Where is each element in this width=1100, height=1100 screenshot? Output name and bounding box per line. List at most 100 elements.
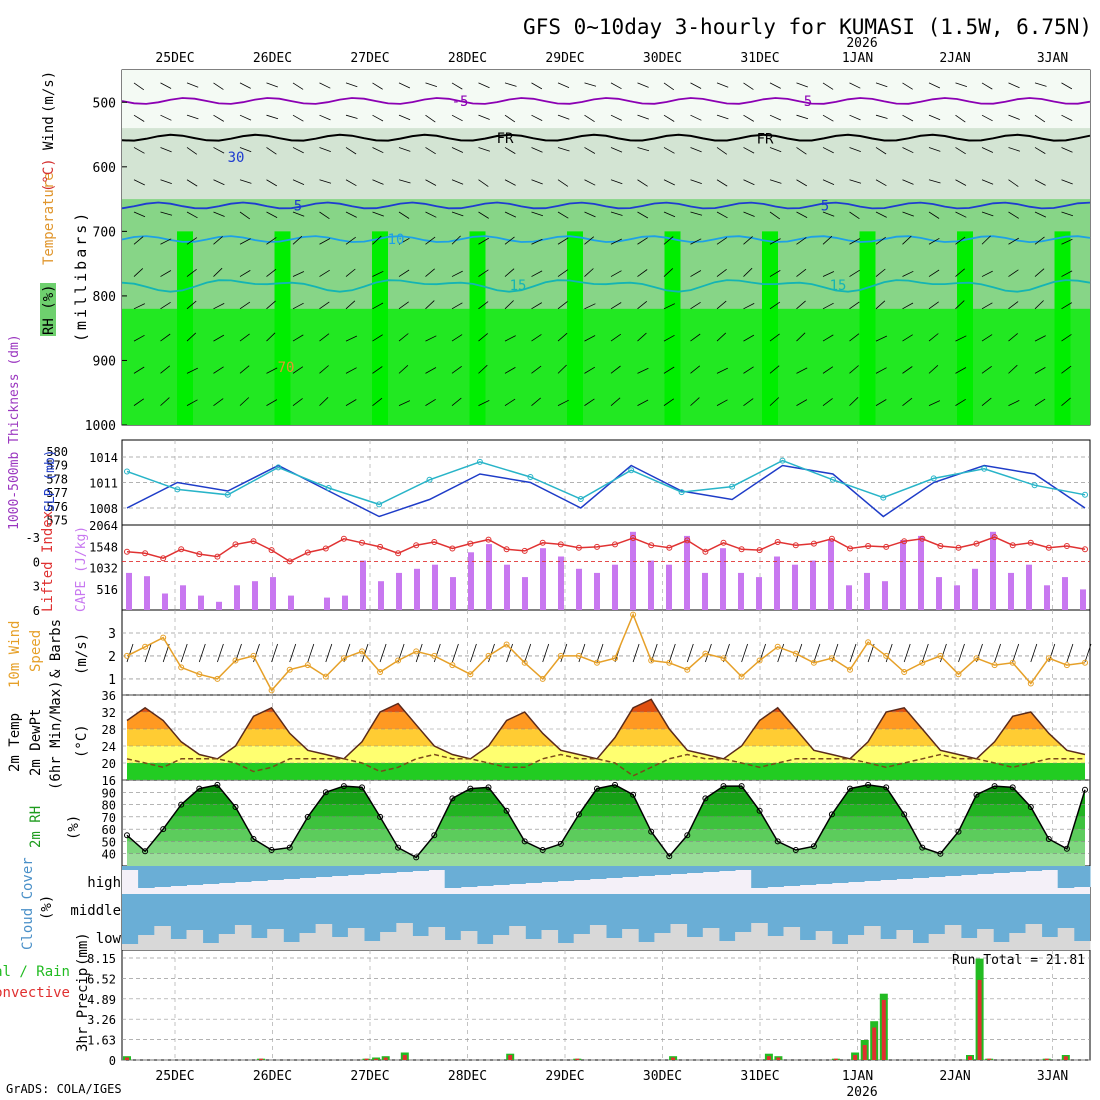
cloud-high-bar	[234, 866, 252, 882]
wind-barb	[213, 267, 223, 277]
wind-barb	[822, 179, 835, 185]
wind-speed-line-marker	[575, 652, 582, 659]
pressure-tick-label: 700	[93, 225, 116, 240]
isotherm-line	[121, 97, 1091, 105]
rh-line-marker	[304, 813, 311, 820]
rh-line-marker	[919, 844, 926, 851]
wind-speed-line-marker	[359, 648, 365, 655]
wind-barb	[531, 365, 542, 374]
wind-barb	[769, 82, 781, 89]
lifted-index-line-marker	[413, 542, 420, 549]
cape-bar	[1080, 589, 1086, 610]
rh-plume	[859, 231, 876, 425]
lifted-index-line-marker	[720, 539, 727, 546]
wind-barb	[902, 397, 913, 406]
wind-barb	[1034, 147, 1046, 154]
wind-barb	[663, 82, 675, 91]
cloud-low-bar	[138, 935, 155, 950]
cloud-low-bar	[686, 937, 704, 950]
wind-barb	[425, 268, 435, 277]
cloud-low-bar	[364, 941, 381, 950]
wind-barb	[1008, 364, 1018, 374]
cloud-level-low: low	[96, 931, 122, 947]
wind-barb	[504, 268, 515, 277]
bottom-date-label: 25DEC	[155, 1069, 194, 1084]
wind-barb	[955, 300, 965, 310]
wind-barb	[160, 114, 172, 121]
precip-convective-bar	[872, 1027, 877, 1060]
cloud-low-bar	[347, 928, 365, 950]
wind-barb	[133, 366, 145, 374]
cape-bar	[234, 585, 240, 610]
wind-barb	[849, 238, 861, 245]
cloud-high-bar	[186, 866, 204, 885]
cloud-low-bar	[380, 932, 397, 950]
cloud-low-bar	[476, 944, 494, 950]
precip-grid	[122, 957, 1090, 1061]
precip-tick-label: 1.63	[87, 1034, 116, 1048]
wind-barb	[372, 334, 383, 342]
cape-bar	[1026, 564, 1032, 610]
wind-barb	[239, 270, 251, 277]
panel-frame	[121, 949, 1091, 1061]
rh-line-marker	[268, 847, 275, 853]
stability-panel: -3 0 3 6 1548 1032 516 2064 Lifted Index CAPE (…	[26, 511, 1090, 618]
surface-barb	[885, 643, 893, 663]
rh-line-marker	[738, 783, 745, 790]
ylabel-convective: Convective	[0, 985, 70, 1001]
rh-tick-label: 40	[102, 848, 116, 862]
wind-barb	[213, 147, 225, 154]
wind-speed-line-marker	[865, 639, 872, 646]
rh-plume	[567, 231, 583, 425]
wind-barb	[451, 211, 464, 217]
rh-line-marker	[828, 811, 835, 818]
wind-barb	[743, 114, 755, 122]
wind-barb	[398, 179, 411, 184]
wind-barb	[133, 114, 145, 122]
wind-barb	[557, 399, 569, 406]
cloud-high-bar	[493, 866, 510, 885]
wind-barb	[345, 335, 358, 342]
wind-barb	[690, 82, 702, 89]
thickness-line-marker	[628, 467, 635, 474]
rh-plume	[957, 231, 973, 425]
wind-barb	[186, 211, 198, 219]
ylabel-thickness: 1000-500mb Thickness (dm)	[7, 334, 22, 530]
wind-speed-line-marker	[937, 652, 944, 659]
cape-bar	[1008, 572, 1014, 610]
cloud-low-bar	[315, 924, 333, 950]
lifted-index-line-marker	[883, 543, 890, 550]
wind-barb	[822, 334, 834, 342]
lifted-index-line-marker	[594, 543, 600, 550]
wind-barb	[451, 114, 463, 122]
wind-barb	[584, 366, 596, 374]
precip-convective-bar	[125, 1057, 129, 1060]
cape-bar	[630, 531, 636, 610]
wind-barb	[902, 179, 914, 185]
surface-barb	[524, 643, 532, 663]
cloud-high-bar	[412, 866, 429, 871]
thickness-line-marker	[678, 489, 685, 496]
wind-barb	[637, 114, 649, 120]
thickness-line-marker	[527, 474, 534, 480]
rh-line-marker	[449, 795, 456, 802]
wind-barb	[690, 179, 702, 184]
rh-line-marker	[395, 844, 402, 851]
wind-barb	[186, 300, 197, 310]
wind-barb	[531, 302, 543, 310]
cloud-high-bar	[848, 866, 865, 882]
wind-barb	[345, 367, 357, 374]
lifted-index-line-marker	[322, 545, 329, 552]
wind-barb	[690, 211, 703, 216]
wind-barb	[160, 333, 171, 342]
wind-barb	[319, 301, 330, 310]
wind-barb	[902, 211, 914, 217]
wind-speed-line-marker	[250, 652, 257, 659]
wind-speed-line-marker	[178, 664, 185, 671]
lifted-index-line-marker	[359, 539, 365, 546]
ylabel-temp-unit: (°C)	[74, 724, 90, 758]
ylabel-2m-rh: 2m RH	[28, 806, 44, 848]
surface-barb	[198, 643, 206, 663]
rh-tick-label: 50	[102, 835, 116, 849]
